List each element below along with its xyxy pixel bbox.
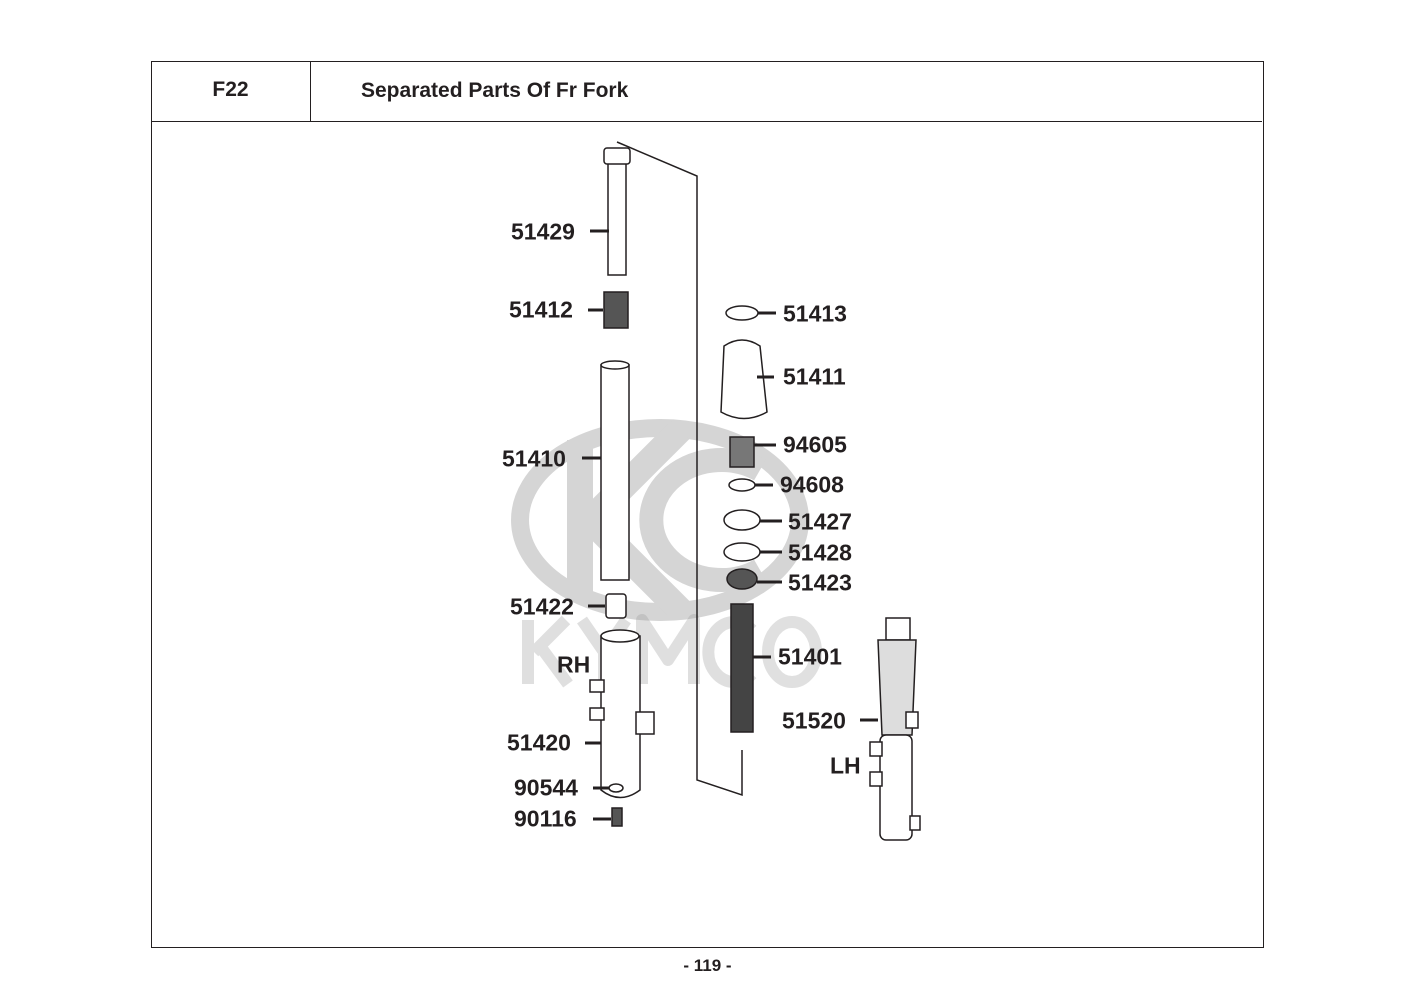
part-label: 51401 bbox=[778, 643, 842, 670]
part-51429-pipe bbox=[607, 159, 627, 276]
part-51422 bbox=[605, 593, 627, 619]
part-label: 51411 bbox=[783, 363, 846, 390]
part-label: 51428 bbox=[788, 539, 852, 566]
page-title: Separated Parts Of Fr Fork bbox=[361, 79, 629, 102]
part-label: 51429 bbox=[511, 218, 575, 245]
part-51410-tube bbox=[600, 364, 630, 581]
assembly-line bbox=[616, 141, 743, 797]
part-label: 90116 bbox=[514, 805, 577, 832]
part-label: 94608 bbox=[780, 471, 844, 498]
part-51428 bbox=[723, 542, 761, 562]
part-label: 51412 bbox=[509, 296, 573, 323]
lh-label: LH bbox=[830, 752, 861, 779]
part-90116-bolt bbox=[611, 807, 623, 827]
part-51411-boot bbox=[720, 339, 768, 420]
part-94605 bbox=[729, 436, 755, 468]
part-label: 51410 bbox=[502, 445, 566, 472]
part-51420-lower-leg bbox=[600, 635, 641, 799]
rh-label: RH bbox=[557, 651, 591, 678]
part-label: 51427 bbox=[788, 508, 852, 535]
leader-lines bbox=[582, 229, 878, 821]
part-label: 94605 bbox=[783, 431, 847, 458]
part-label: 51423 bbox=[788, 569, 852, 596]
part-label: 51520 bbox=[782, 707, 846, 734]
part-94608 bbox=[728, 478, 756, 492]
part-label: 51422 bbox=[510, 593, 574, 620]
header-row bbox=[151, 61, 1262, 122]
part-51423 bbox=[726, 568, 758, 590]
diagram-frame bbox=[151, 61, 1264, 948]
part-51427 bbox=[723, 509, 761, 531]
section-code: F22 bbox=[212, 78, 249, 101]
part-label: 51420 bbox=[507, 729, 571, 756]
part-51413 bbox=[725, 305, 759, 321]
part-label: 51413 bbox=[783, 300, 847, 327]
part-51412-spring bbox=[603, 291, 629, 329]
part-51401-spring bbox=[730, 603, 754, 733]
header-divider bbox=[310, 61, 311, 122]
part-90544-washer bbox=[608, 783, 624, 793]
part-label: 90544 bbox=[514, 774, 578, 801]
page-number: - 119 - bbox=[683, 956, 732, 975]
